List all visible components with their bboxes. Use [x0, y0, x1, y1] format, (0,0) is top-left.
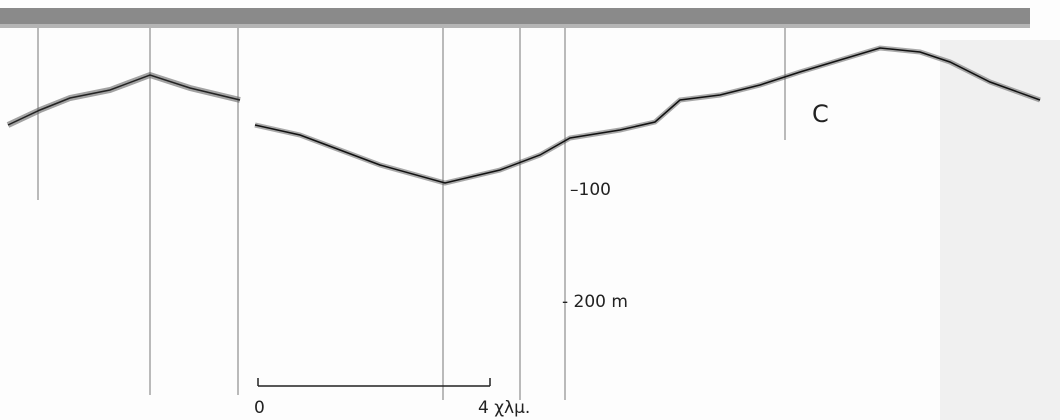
surface-band-edge [0, 24, 1030, 28]
surface-band [0, 8, 1030, 26]
panel-label: C [812, 100, 829, 128]
scale-label: 0 [254, 398, 265, 418]
profile-figure: C –100 - 200 m 0 4 χλμ. [0, 0, 1060, 420]
depth-label: –100 [570, 180, 611, 200]
depth-label: - 200 m [562, 292, 628, 312]
scale-label: 4 χλμ. [478, 398, 530, 418]
page-edge [940, 40, 1060, 420]
background [0, 0, 1060, 420]
